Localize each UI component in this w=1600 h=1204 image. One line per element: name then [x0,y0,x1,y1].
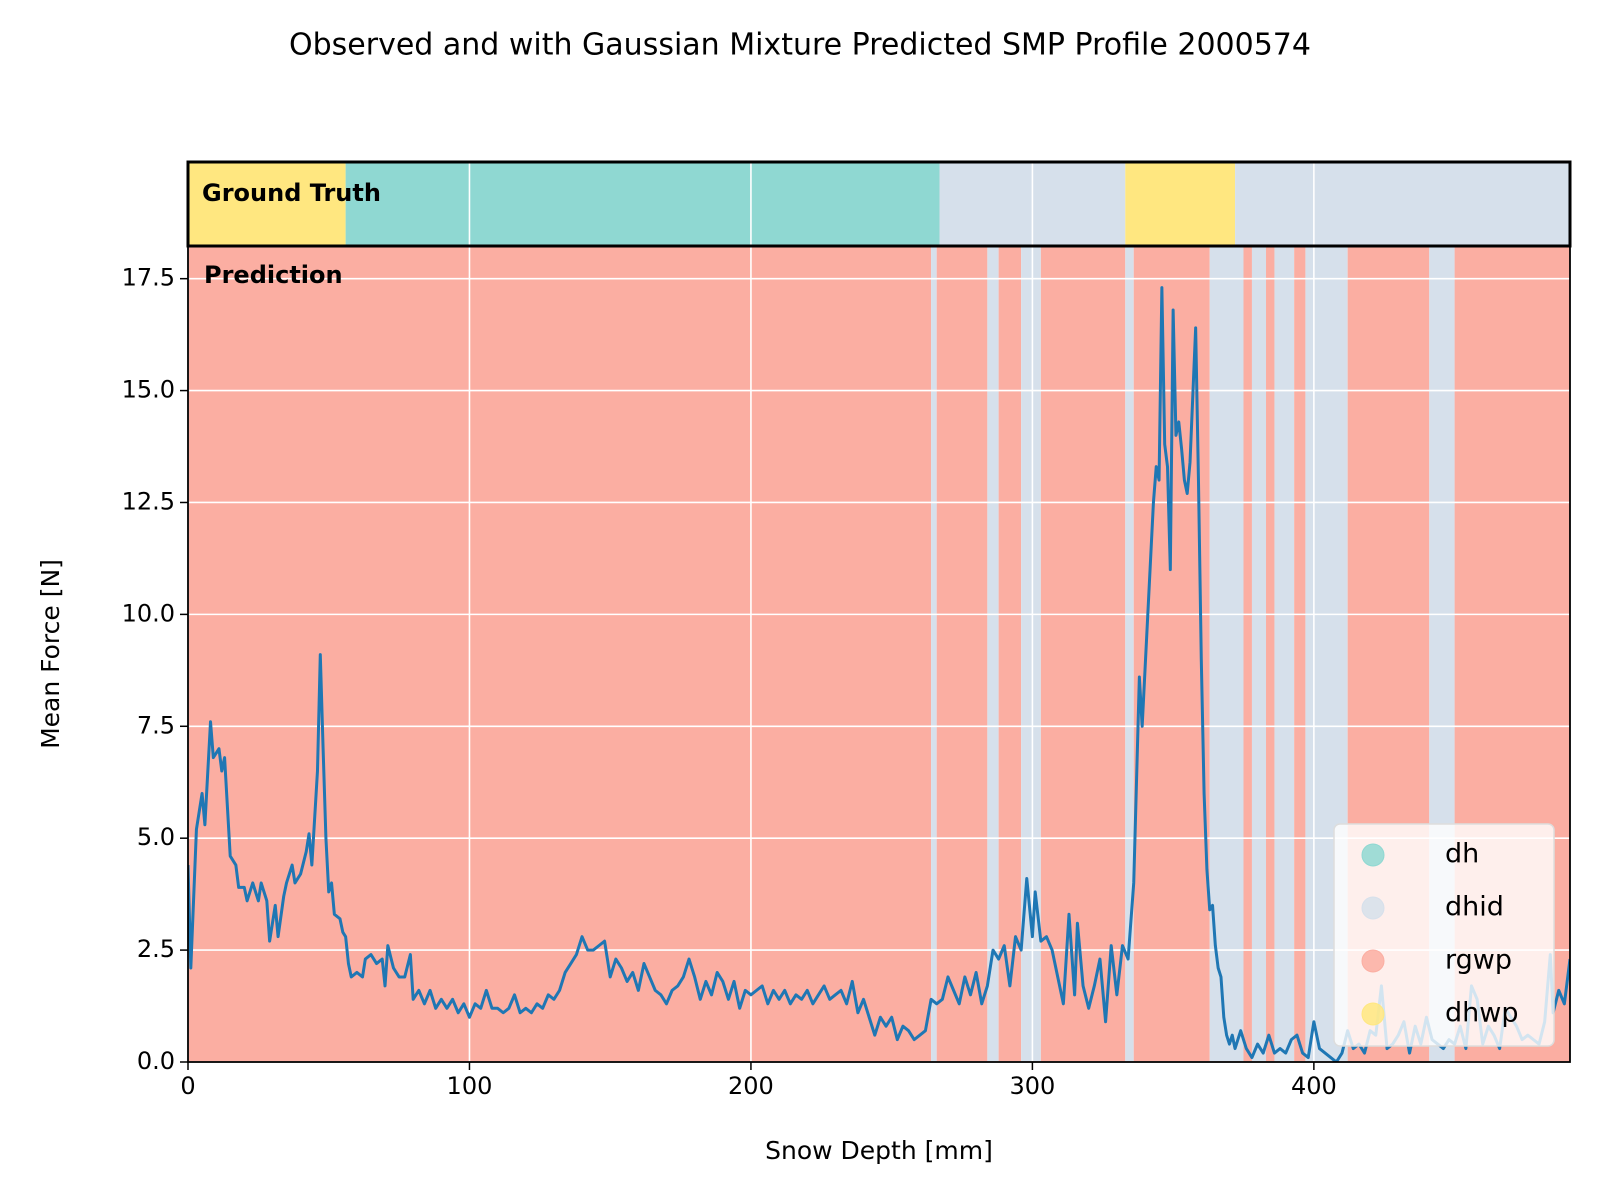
y-tick-label: 10.0 [122,599,175,627]
prediction-segment [1125,246,1134,1062]
overlay: 0 100 200 300 400 0.0 2.5 5.0 7.5 10.0 12.5 15.0 17.… [122,160,1572,1100]
panel-label: Prediction [204,261,343,289]
x-tick-label: 300 [1009,1072,1055,1100]
prediction-segment [1243,246,1252,1062]
data-line [188,286,1570,1062]
y-tick-label: 5.0 [137,823,175,851]
y-tick-label: 0.0 [137,1047,175,1075]
prediction-segment [188,246,932,1062]
y-axis-label: Mean Force [N] [36,559,65,749]
panel-label: Ground Truth [202,179,381,207]
prediction-segment [1040,246,1126,1062]
legend-marker [1361,896,1385,920]
ground-truth-segment [1125,162,1236,246]
x-tick-label: 200 [728,1072,774,1100]
ground-truth-segment [1235,162,1570,246]
legend-label: dhid [1445,892,1504,923]
y-tick-label: 7.5 [137,711,175,739]
prediction-segment [1251,246,1267,1062]
legend-marker [1361,1002,1385,1026]
x-tick-label: 400 [1291,1072,1337,1100]
prediction-segment [1266,246,1275,1062]
prediction-segment [998,246,1022,1062]
y-tick-label: 17.5 [122,264,175,292]
x-tick-label: 0 [180,1072,195,1100]
legend-box [1333,823,1555,1047]
y-tick-label: 12.5 [122,487,175,515]
prediction-segment [987,246,999,1062]
prediction-segment [1274,246,1295,1062]
chart-title: Observed and with Gaussian Mixture Predi… [289,28,1311,63]
ground-truth-segment [188,162,346,246]
y-tick-label: 2.5 [137,935,175,963]
prediction-segment [1294,246,1306,1062]
prediction-segment [936,246,988,1062]
legend-marker [1361,843,1385,867]
x-tick-label: 100 [447,1072,493,1100]
prediction-panel [188,246,1570,1062]
x-axis-label: Snow Depth [mm] [765,1136,993,1165]
prediction-segment [931,246,937,1062]
ground-truth-segment [345,162,940,246]
legend-label: rgwp [1445,945,1512,976]
ground-truth-panel [188,162,1570,246]
axes-frame [187,245,1571,1063]
legend-label: dhwp [1445,998,1518,1029]
prediction-segment [1021,246,1041,1062]
legend-label: dh [1445,839,1479,870]
legend-marker [1361,949,1385,973]
y-tick-label: 15.0 [122,376,175,404]
